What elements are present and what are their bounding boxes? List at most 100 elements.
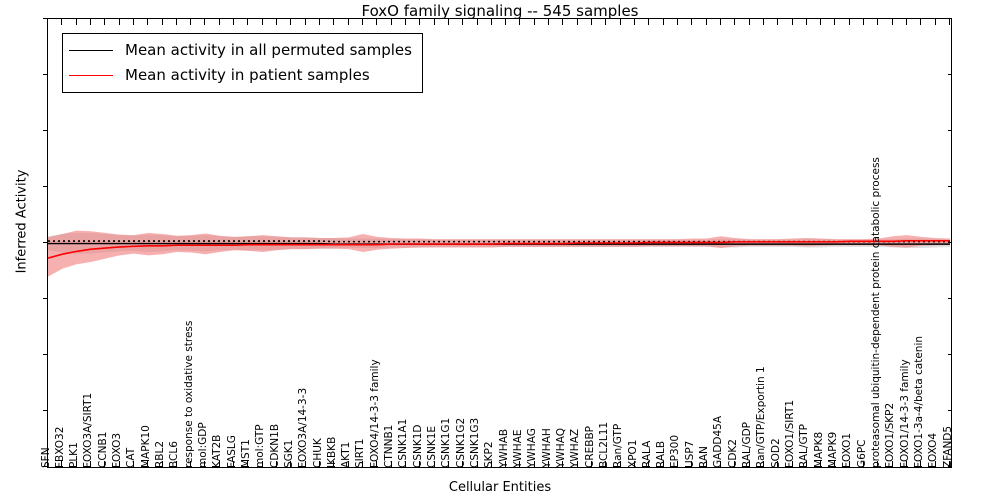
x-tick-mark bbox=[218, 19, 220, 25]
x-tick-mark bbox=[462, 461, 464, 467]
x-tick-mark bbox=[505, 19, 507, 25]
y-tick-mark bbox=[948, 74, 952, 75]
x-tick-mark bbox=[877, 461, 879, 467]
y-tick-mark bbox=[43, 242, 47, 243]
x-tick-mark bbox=[863, 461, 865, 467]
x-tick-label: CTNNB1 bbox=[383, 424, 396, 468]
x-tick-label: CHUK bbox=[311, 438, 324, 468]
x-tick-label: SOD2 bbox=[769, 438, 782, 468]
x-tick-mark bbox=[634, 461, 636, 467]
x-tick-mark bbox=[361, 19, 363, 25]
x-tick-mark bbox=[61, 461, 63, 467]
legend-label: Mean activity in patient samples bbox=[125, 66, 370, 84]
x-tick-mark bbox=[476, 461, 478, 467]
legend-line-swatch-permuted bbox=[69, 50, 113, 51]
x-tick-mark bbox=[333, 19, 335, 25]
x-tick-label: FOXO1/SIRT1 bbox=[784, 399, 796, 468]
x-tick-mark bbox=[319, 461, 321, 467]
x-tick-mark bbox=[304, 19, 306, 25]
x-tick-label: FOXO3A/SIRT1 bbox=[82, 392, 95, 468]
x-tick-mark bbox=[204, 461, 206, 467]
x-tick-mark bbox=[490, 19, 492, 25]
x-tick-label: ZFAND5 bbox=[941, 425, 954, 468]
x-tick-mark bbox=[47, 19, 48, 25]
x-tick-mark bbox=[619, 19, 621, 25]
x-tick-label: CDKN1B bbox=[268, 423, 281, 468]
y-tick-mark bbox=[43, 354, 47, 355]
x-tick-mark bbox=[490, 461, 492, 467]
y-tick-mark bbox=[948, 354, 952, 355]
x-tick-mark bbox=[762, 19, 764, 25]
x-tick-mark bbox=[190, 19, 192, 25]
x-tick-label: SKP2 bbox=[483, 441, 496, 468]
x-tick-mark bbox=[719, 461, 721, 467]
x-tick-mark bbox=[104, 19, 106, 25]
y-tick-mark bbox=[43, 18, 47, 19]
x-tick-label: Ran/GTP/Exportin 1 bbox=[755, 366, 768, 468]
x-tick-mark bbox=[190, 461, 192, 467]
x-tick-label: EP300 bbox=[669, 434, 682, 468]
x-tick-label: CSNK1A1 bbox=[397, 418, 410, 468]
x-tick-mark bbox=[662, 19, 664, 25]
x-tick-mark bbox=[891, 461, 893, 467]
x-tick-mark bbox=[562, 461, 564, 467]
x-tick-mark bbox=[118, 461, 120, 467]
x-tick-mark bbox=[304, 461, 306, 467]
x-tick-label: XPO1 bbox=[626, 439, 639, 468]
x-tick-mark bbox=[61, 19, 63, 25]
legend-line-swatch-patient bbox=[69, 75, 113, 76]
x-tick-mark bbox=[748, 461, 750, 467]
x-tick-mark bbox=[820, 19, 822, 25]
x-tick-mark bbox=[676, 19, 678, 25]
x-tick-label: FOXO1/SKP2 bbox=[884, 402, 897, 468]
x-tick-mark bbox=[247, 19, 249, 25]
x-tick-mark bbox=[834, 19, 836, 25]
x-tick-label: MAPK9 bbox=[826, 431, 839, 468]
x-tick-label: MAPK8 bbox=[812, 431, 825, 468]
x-tick-mark bbox=[75, 461, 77, 467]
x-tick-mark bbox=[376, 461, 378, 467]
x-tick-mark bbox=[648, 461, 650, 467]
x-tick-mark bbox=[548, 461, 550, 467]
x-tick-label: RAL/GTP bbox=[798, 424, 811, 468]
x-tick-mark bbox=[920, 19, 922, 25]
x-tick-mark bbox=[719, 19, 721, 25]
x-tick-mark bbox=[605, 461, 607, 467]
x-tick-mark bbox=[175, 19, 177, 25]
x-tick-label: mol:GDP bbox=[196, 422, 209, 468]
x-tick-mark bbox=[934, 461, 936, 467]
x-tick-mark bbox=[691, 461, 693, 467]
x-tick-label: FOXO1 bbox=[841, 432, 854, 468]
patient-mean-line bbox=[48, 239, 950, 259]
x-tick-mark bbox=[419, 461, 421, 467]
x-tick-mark bbox=[161, 461, 163, 467]
x-tick-label: FOXO4/14-3-3 family bbox=[368, 359, 381, 468]
x-tick-mark bbox=[834, 461, 836, 467]
x-tick-mark bbox=[791, 19, 793, 25]
x-tick-mark bbox=[462, 19, 464, 25]
x-tick-label: FOXO4 bbox=[927, 432, 940, 468]
x-tick-label: CCNB1 bbox=[96, 431, 109, 468]
x-tick-label: RAN bbox=[698, 446, 711, 468]
x-tick-label: CSNK1D bbox=[411, 424, 424, 468]
x-tick-mark bbox=[261, 19, 263, 25]
x-tick-mark bbox=[89, 19, 91, 25]
y-tick-mark bbox=[948, 186, 952, 187]
x-tick-label: CDK2 bbox=[726, 439, 739, 468]
x-tick-mark bbox=[734, 461, 736, 467]
y-tick-mark bbox=[43, 74, 47, 75]
x-tick-mark bbox=[533, 19, 535, 25]
x-tick-mark bbox=[762, 461, 764, 467]
x-tick-mark bbox=[519, 461, 521, 467]
x-tick-mark bbox=[777, 19, 779, 25]
x-tick-label: RALB bbox=[655, 440, 668, 468]
chart-title: FoxO family signaling -- 545 samples bbox=[361, 2, 639, 20]
x-tick-label: YWHAE bbox=[511, 429, 524, 468]
y-tick-mark bbox=[948, 130, 952, 131]
x-tick-label: BCL6 bbox=[168, 441, 181, 468]
x-tick-mark bbox=[548, 19, 550, 25]
x-tick-mark bbox=[791, 461, 793, 467]
x-tick-label: Ran/GTP bbox=[612, 423, 625, 468]
x-tick-mark bbox=[476, 19, 478, 25]
plot-area bbox=[47, 18, 952, 468]
